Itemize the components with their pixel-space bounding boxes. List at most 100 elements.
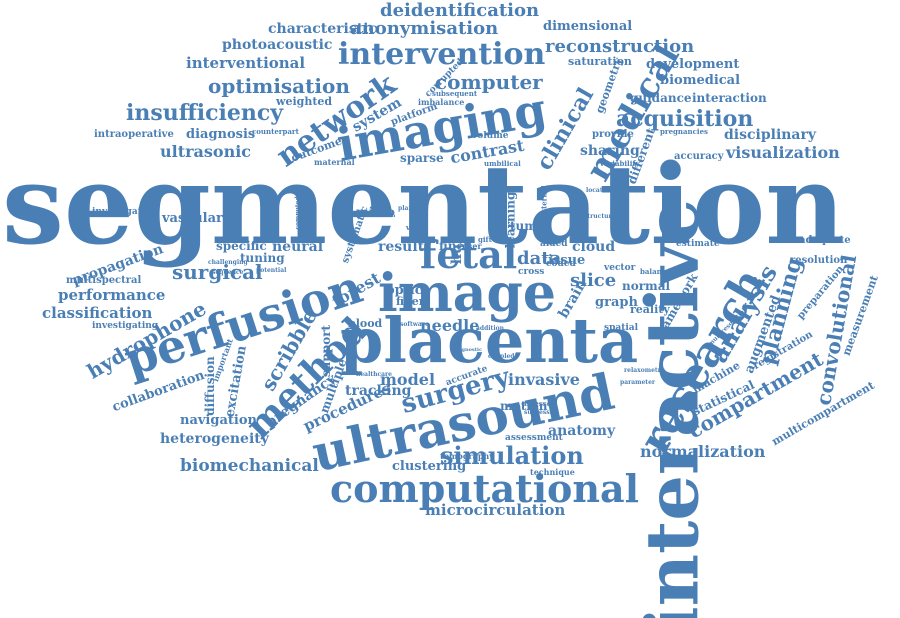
word-slice: slice: [570, 270, 617, 291]
word-healthcare: healthcare: [356, 371, 392, 378]
word-data: data: [517, 248, 562, 269]
word-fetal: fetal: [420, 232, 518, 277]
word-visualization: visualization: [726, 143, 840, 162]
word-cross: cross: [518, 267, 545, 277]
word-ultrasonic: ultrasonic: [160, 142, 252, 161]
word-deidentification: deidentification: [380, 0, 540, 21]
word-navigation: navigation: [180, 413, 257, 428]
word-counterpart: counterpart: [252, 127, 299, 136]
word-software: software: [400, 321, 429, 328]
word-development: development: [646, 57, 740, 72]
word-provide: provide: [592, 129, 634, 140]
word-tracking: tracking: [345, 383, 412, 399]
word-coded: coded: [546, 259, 576, 269]
word-optimisation: optimisation: [208, 74, 350, 98]
word-volume: volume: [472, 131, 509, 141]
word-tumor: tumor: [510, 219, 552, 233]
word-anonymisation: anonymisation: [350, 18, 499, 39]
word-insufficiency: insufficiency: [126, 100, 284, 126]
word-segmentation: segmentation: [2, 140, 846, 269]
word-blood: blood: [348, 317, 383, 330]
word-biomedical: biomedical: [660, 73, 741, 88]
word-performance: performance: [58, 286, 166, 304]
word-interventional: interventional: [186, 54, 306, 72]
word-investigated: investigated: [92, 207, 154, 217]
word-aided: aided: [540, 239, 568, 249]
word-invasive: invasive: [508, 370, 580, 389]
word-successful: successful: [524, 409, 559, 416]
word-normal: normal: [622, 279, 671, 293]
word-micro: micro: [356, 205, 395, 219]
word-neural: neural: [272, 239, 324, 255]
word-user: user: [462, 241, 482, 251]
word-planar: planar: [398, 205, 420, 212]
word-resolution: resolution: [790, 255, 848, 266]
word-structure: structure: [584, 213, 616, 220]
word-needle: needle: [420, 316, 480, 335]
word-technique: technique: [530, 467, 575, 477]
word-diagnosis: diagnosis: [186, 127, 256, 142]
word-guidance: guidance: [630, 91, 692, 105]
word-relaxometry: relaxometry: [624, 367, 665, 374]
word-addition: addition: [476, 325, 504, 332]
word-normalization: normalization: [640, 442, 766, 461]
word-photoacoustic: photoacoustic: [222, 37, 333, 53]
word-classification: classification: [42, 304, 153, 322]
word-microcirculation: microcirculation: [425, 501, 566, 519]
word-view: view: [406, 223, 424, 232]
word-parameter: parameter: [620, 379, 656, 386]
word-pregnancies: pregnancies: [660, 127, 708, 136]
word-clustering: clustering: [392, 459, 467, 474]
word-simulation: simulation: [440, 441, 584, 470]
word-dimensional: dimensional: [543, 19, 633, 34]
word-disciplinary: disciplinary: [724, 127, 817, 143]
word-cloud: cloud: [572, 239, 616, 255]
word-accuracy: accuracy: [674, 151, 724, 162]
word-interaction: interaction: [692, 91, 767, 105]
word-potential: potential: [256, 267, 287, 274]
word-subsequent: subsequent: [432, 89, 478, 98]
word-fine: fine: [439, 239, 465, 253]
word-sequence: sequence: [212, 269, 244, 276]
word-anatomy: anatomy: [548, 423, 616, 439]
word-acquisition: acquisition: [616, 106, 754, 132]
word-imbalance: imbalance: [418, 97, 465, 107]
word-tomography: tomography: [440, 451, 494, 461]
word-graph: graph: [595, 295, 638, 310]
word-heterogeneity: heterogeneity: [160, 431, 269, 447]
word-investigating: investigating: [92, 321, 159, 331]
word-computational: computational: [330, 466, 640, 511]
word-sharing: sharing: [580, 143, 640, 159]
word-external: external: [539, 185, 549, 218]
word-challenging: challenging: [208, 259, 248, 266]
word-weighted: weighted: [276, 95, 333, 108]
word-spatial: spatial: [604, 323, 639, 333]
word-computed: computed: [294, 196, 302, 230]
word-placenta: placenta: [340, 304, 639, 377]
word-fiber: fiber: [396, 295, 425, 308]
word-tissue: tissue: [542, 253, 586, 268]
word-prognostic: prognostic: [452, 347, 482, 353]
word-learning: learning: [503, 191, 518, 249]
word-balanced: balanced: [640, 267, 676, 276]
word-inadequate: inadequate: [788, 235, 851, 246]
word-computer: computer: [435, 70, 543, 94]
word-characteristic: characteristic: [268, 21, 378, 37]
word-assessed: assessed: [522, 399, 557, 408]
word-support: support: [319, 324, 334, 378]
word-reality: reality: [630, 303, 670, 316]
word-result: result: [378, 239, 425, 255]
word-intraoperative: intraoperative: [94, 129, 174, 140]
word-vascular: vascular: [162, 211, 223, 226]
word-coupled: coupled: [488, 353, 515, 360]
word-motion: motion: [500, 399, 548, 413]
word-estimate: estimate: [676, 239, 720, 249]
word-umbilical: umbilical: [484, 159, 521, 168]
word-model: model: [380, 370, 436, 389]
word-maternal: maternal: [314, 157, 355, 167]
word-optic: optic: [386, 283, 423, 298]
word-sparse: sparse: [400, 151, 444, 165]
word-reconstruction: reconstruction: [545, 36, 695, 57]
word-multispectral: multispectral: [66, 275, 142, 286]
